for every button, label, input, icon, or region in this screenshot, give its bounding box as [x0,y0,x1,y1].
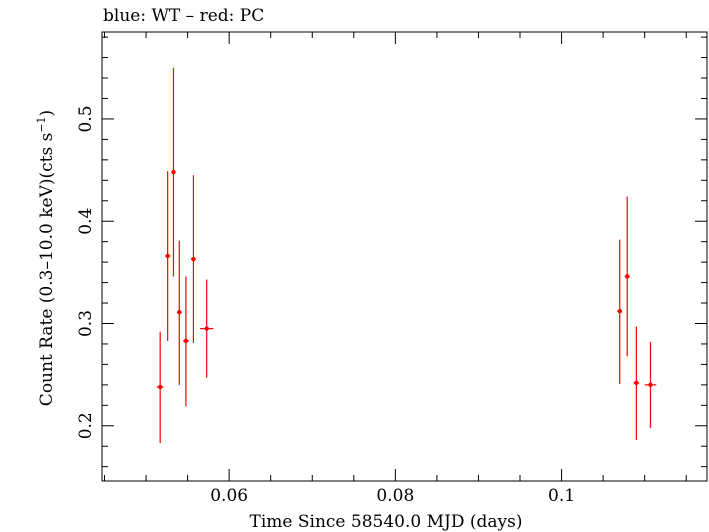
data-point [617,239,623,384]
data-marker [171,169,176,175]
data-points [156,67,657,444]
data-point [200,279,214,378]
data-marker [183,338,189,344]
y-axis-label: Count Rate (0.3–10.0 keV)(cts s−1) [35,110,57,406]
data-point [156,331,164,444]
y-tick-label: 0.2 [76,412,96,439]
y-axis-label-close: ) [37,110,57,117]
data-marker [648,382,653,388]
data-point [176,240,182,385]
data-point [644,341,657,428]
plot-frame [101,31,708,482]
y-axis-ticks: 0.2 0.3 0.4 0.5 [76,36,707,468]
data-point [633,326,640,441]
data-marker [157,384,163,390]
y-tick-label: 0.5 [76,105,96,132]
data-point [190,175,196,343]
data-marker [625,274,630,279]
x-tick-label: 0.06 [210,486,248,506]
x-tick-label: 0.1 [548,486,575,506]
y-tick-label: 0.3 [76,310,96,337]
data-point [624,196,630,357]
data-point [171,67,176,277]
data-marker [617,309,622,314]
data-point [165,171,171,341]
chart-title: blue: WT – red: PC [103,6,264,26]
x-axis-label: Time Since 58540.0 MJD (days) [250,512,523,532]
x-axis-ticks: 0.06 0.08 0.1 [103,32,687,506]
y-tick-label: 0.4 [76,208,96,235]
data-marker [204,326,209,331]
x-tick-label: 0.08 [376,486,414,506]
data-point [183,276,189,407]
data-marker [165,253,170,259]
y-axis-label-main: Count Rate (0.3–10.0 keV)(cts s [37,133,57,407]
y-axis-label-sup: −1 [35,116,48,132]
data-marker [634,380,639,386]
data-marker [191,256,196,262]
data-marker [177,310,182,315]
